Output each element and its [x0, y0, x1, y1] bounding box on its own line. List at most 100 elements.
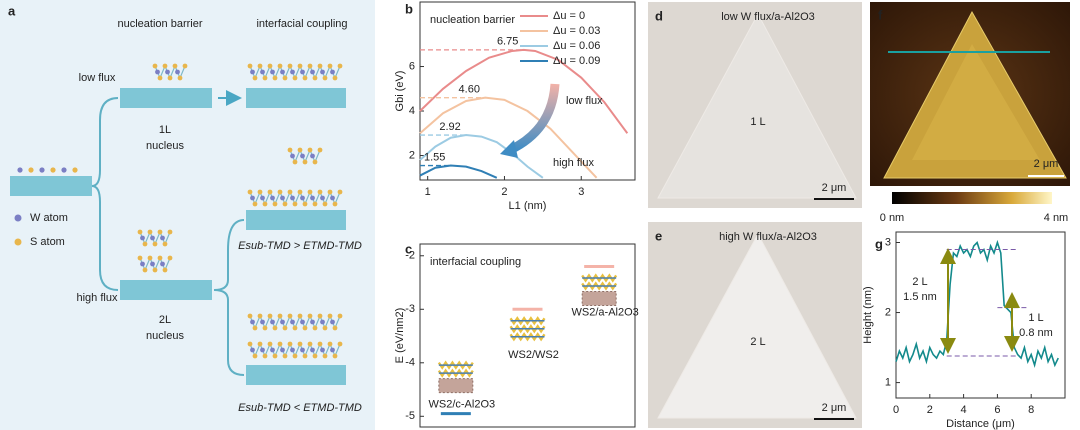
peak-label: 1.55: [424, 151, 445, 163]
s-atom: [272, 325, 278, 331]
w-atom: [280, 347, 285, 353]
s-atom: [167, 75, 173, 81]
image-caption: low W flux/a-Al2O3: [721, 11, 815, 23]
y-tick-label: 2: [409, 149, 415, 161]
s-atom: [312, 201, 318, 207]
w-atom: [300, 153, 305, 159]
legend-text: Δu = 0.09: [553, 55, 600, 67]
annotation: high flux: [553, 157, 594, 169]
s-atom: [312, 75, 318, 81]
w-atom: [260, 319, 265, 325]
s-atom: [317, 147, 323, 153]
s-atom: [277, 313, 283, 319]
s-atom: [267, 313, 273, 319]
afm-flake-inner: [912, 44, 1040, 160]
w-atom: [290, 153, 295, 159]
w-atom: [290, 347, 295, 353]
image-caption: high W flux/a-Al2O3: [719, 231, 817, 243]
colorbar-label: 0 nm: [880, 212, 904, 224]
s-atom: [307, 147, 313, 153]
s-atom: [167, 255, 173, 261]
x-tick-label: 2: [501, 186, 507, 198]
crystal-layer: [509, 324, 546, 334]
w-atom: [300, 347, 305, 353]
s-atom: [322, 353, 328, 359]
s-atom: [247, 63, 253, 69]
annotation: 1 L: [1028, 312, 1043, 324]
s-atom: [147, 229, 153, 235]
s-atom: [332, 353, 338, 359]
w-atom: [250, 319, 255, 325]
scale-label: 2 μm: [1034, 158, 1059, 170]
legend-text: W atom: [30, 212, 68, 224]
annotation: low flux: [566, 95, 603, 107]
y-tick-label: 3: [885, 236, 891, 248]
w-atom: [310, 319, 315, 325]
w-atom: [320, 319, 325, 325]
w-atom: [155, 69, 160, 75]
w-atom: [330, 195, 335, 201]
s-atom: [262, 201, 268, 207]
w-atom: [300, 319, 305, 325]
s-atom: [262, 325, 268, 331]
layer-label: 1 L: [750, 116, 765, 128]
s-atom: [152, 267, 158, 273]
crystal-layer: [581, 273, 618, 283]
w-atom: [330, 69, 335, 75]
peak-label: 4.60: [459, 84, 480, 96]
y-tick-label: -4: [405, 357, 415, 369]
s-atom: [307, 313, 313, 319]
s-atom: [267, 63, 273, 69]
column-title: nucleation barrier: [118, 18, 203, 30]
w-atom: [260, 69, 265, 75]
x-tick-label: 4: [961, 404, 967, 416]
legend-text: Δu = 0: [553, 10, 585, 22]
data-line: [419, 134, 544, 179]
crystal-layer: [437, 368, 474, 378]
s-atom: [302, 75, 308, 81]
condition-text: Esub-TMD > ETMD-TMD: [238, 240, 362, 252]
crystal-layer: [509, 316, 546, 326]
legend-text: Δu = 0.03: [553, 25, 600, 37]
s-atom: [292, 75, 298, 81]
s-atom: [322, 201, 328, 207]
nucleus-label: nucleus: [146, 140, 184, 152]
condition-text: Esub-TMD < ETMD-TMD: [238, 402, 362, 414]
w-atom: [310, 69, 315, 75]
s-atom: [332, 75, 338, 81]
s-atom: [307, 341, 313, 347]
s-atom-icon: [14, 238, 22, 246]
s-atom: [332, 325, 338, 331]
annotation: 2 L: [912, 276, 927, 288]
s-atom: [312, 353, 318, 359]
s-atom: [287, 189, 293, 195]
chart-title: nucleation barrier: [430, 14, 515, 26]
w-atom: [310, 153, 315, 159]
s-atom: [272, 75, 278, 81]
s-atom: [292, 159, 298, 165]
w-atom: [270, 69, 275, 75]
s-atom: [282, 353, 288, 359]
s-atom: [142, 267, 148, 273]
substrate: [10, 176, 92, 196]
w-atom: [270, 319, 275, 325]
s-atom: [172, 63, 178, 69]
nucleus-label: nucleus: [146, 330, 184, 342]
s-atom: [152, 63, 158, 69]
substrate: [120, 280, 212, 300]
x-tick-label: 1: [425, 186, 431, 198]
s-atom: [302, 159, 308, 165]
panel-label: g: [875, 236, 883, 251]
w-atom: [330, 347, 335, 353]
data-line: [419, 96, 598, 179]
w-atom: [250, 347, 255, 353]
y-axis-label: E (eV/nm2): [394, 308, 406, 364]
annotation: 1.5 nm: [903, 291, 937, 303]
s-atom: [152, 241, 158, 247]
data-line: [419, 164, 498, 179]
s-atom: [137, 255, 143, 261]
s-atom: [247, 189, 253, 195]
s-atom: [302, 353, 308, 359]
y-tick-label: 4: [409, 105, 415, 117]
